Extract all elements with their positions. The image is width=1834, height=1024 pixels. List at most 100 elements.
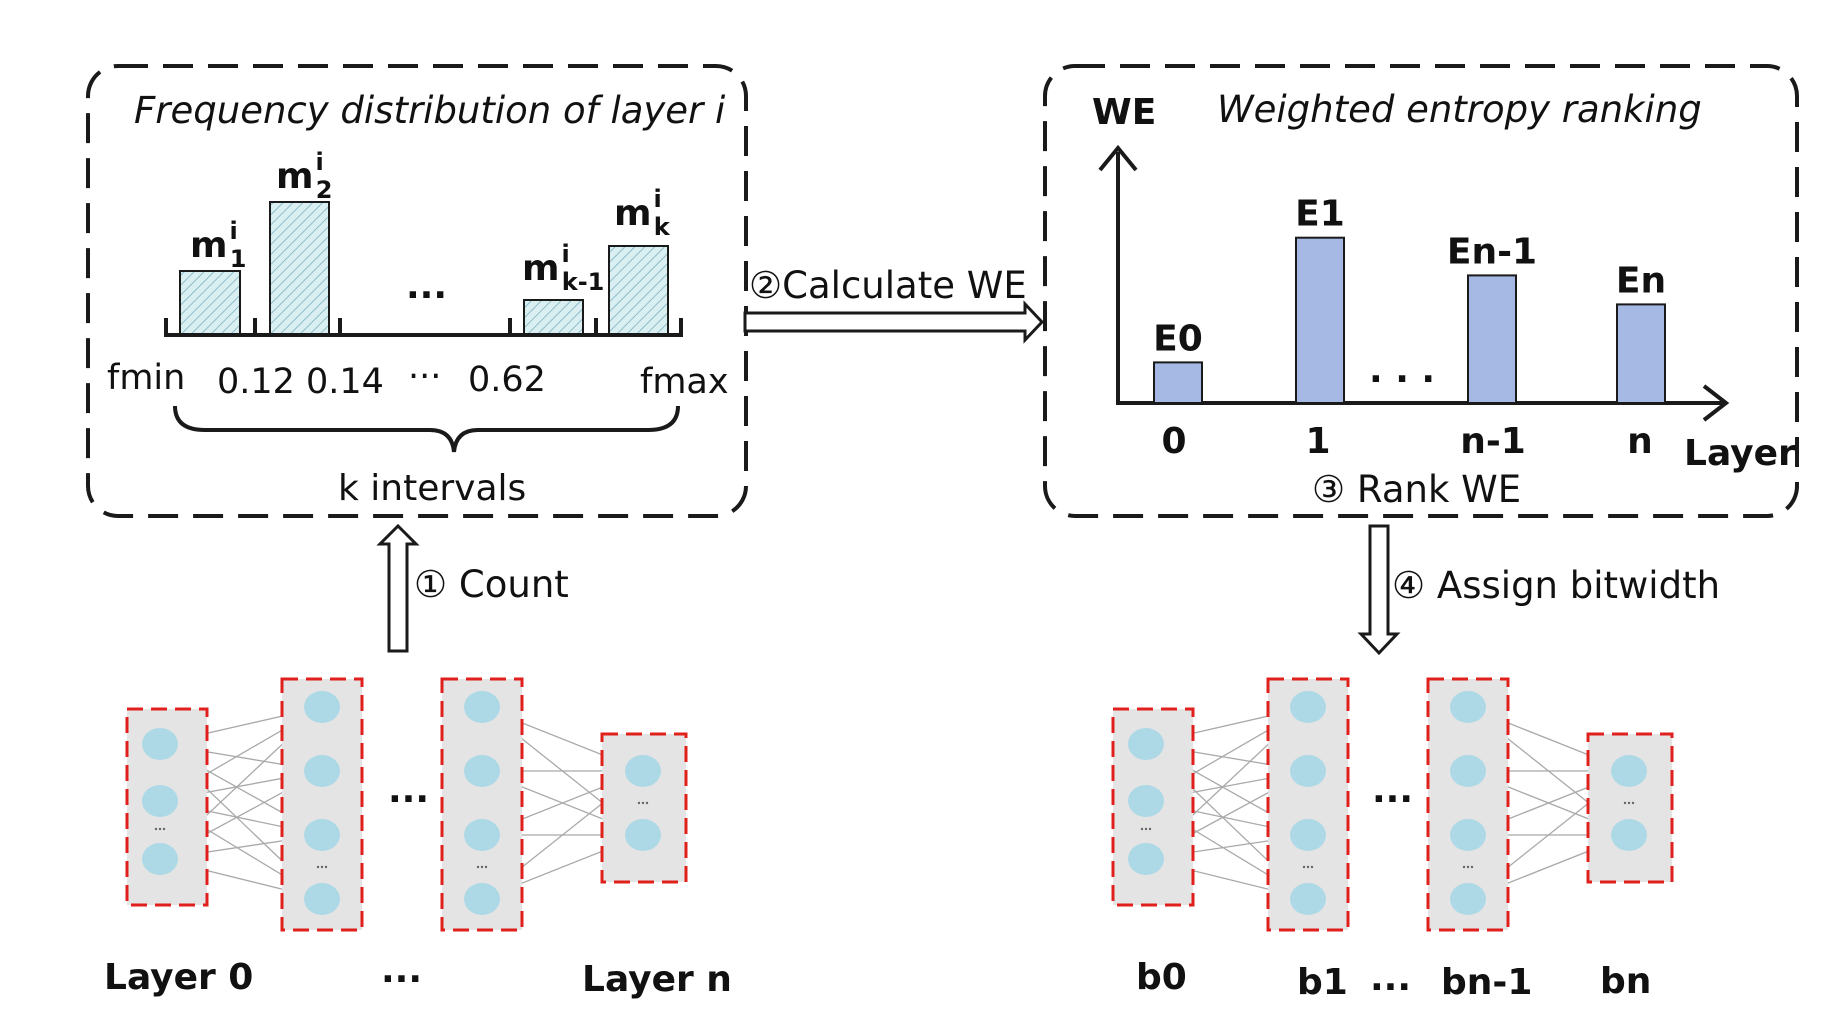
right-network-neuron — [1611, 819, 1647, 851]
histogram-gap-dots: ... — [406, 266, 447, 307]
left-network-layer-2 — [440, 677, 524, 932]
x-axis-label-layer: Layer — [1684, 433, 1796, 474]
left-network-neuron — [142, 843, 178, 875]
x-axis-tick-n-1: n-1 — [1460, 421, 1526, 462]
axis-label-dots: ... — [408, 347, 441, 387]
left-network-neuron-ellipsis — [320, 865, 324, 869]
right-network-neuron — [1290, 691, 1326, 723]
label-bn-1: bn-1 — [1441, 962, 1532, 1003]
label-b0: b0 — [1136, 957, 1187, 998]
x-axis-tick-n: n — [1627, 421, 1653, 462]
left-network-neuron — [464, 883, 500, 915]
axis-label-0-12: 0.12 — [217, 362, 295, 402]
entropy-bar-1 — [1295, 236, 1345, 404]
histogram-bar-label-m2: mi 2 — [276, 148, 332, 204]
right-network-neuron — [1128, 728, 1164, 760]
calculate-we-arrow: ②Calculate WE — [743, 264, 1045, 344]
weighted-entropy-panel: WE Weighted entropy ranking E0 0 E1 1 En-1 n-… — [1043, 64, 1799, 518]
left-network-neuron-ellipsis — [324, 865, 328, 869]
left-network-neuron-ellipsis — [158, 827, 162, 831]
left-network-neuron-ellipsis — [637, 801, 641, 805]
left-network — [125, 677, 688, 932]
frequency-panel-border — [86, 64, 748, 518]
histogram-bar-m1 — [179, 270, 241, 336]
left-network-neuron — [304, 691, 340, 723]
histogram-bar-label-mk-1: mi k-1 — [522, 240, 604, 296]
left-network-layer-1 — [280, 677, 364, 932]
assign-bitwidth-label: ④ Assign bitwidth — [1392, 564, 1720, 607]
right-network-neuron-ellipsis — [1470, 865, 1474, 869]
axis-label-fmax: fmax — [640, 362, 729, 402]
right-network — [1111, 677, 1674, 932]
y-axis-label-we: WE — [1092, 92, 1156, 133]
calculate-we-label: ②Calculate WE — [749, 264, 1027, 307]
right-network-neuron — [1128, 843, 1164, 875]
count-arrow-shape — [376, 523, 420, 653]
rank-we-label: ③ Rank WE — [1312, 468, 1521, 511]
right-network-gap-dots: ... — [1372, 770, 1413, 811]
left-network-layer-3 — [600, 732, 688, 884]
right-network-neuron-ellipsis — [1631, 801, 1635, 805]
entropy-bar-label-1: E1 — [1295, 194, 1345, 235]
left-network-neuron — [464, 819, 500, 851]
left-network-neuron — [142, 728, 178, 760]
left-network-neuron-ellipsis — [641, 801, 645, 805]
right-network-neuron-ellipsis — [1144, 827, 1148, 831]
x-axis-tick-0: 0 — [1161, 421, 1186, 462]
entropy-bar-0 — [1153, 361, 1203, 404]
left-network-neuron-ellipsis — [484, 865, 488, 869]
right-network-neuron — [1450, 883, 1486, 915]
left-network-layer-0 — [125, 707, 209, 907]
left-network-gap-dots: ... — [388, 770, 429, 811]
axis-label-fmin: fmin — [107, 358, 185, 398]
left-network-neuron — [304, 755, 340, 787]
right-network-neuron-ellipsis — [1310, 865, 1314, 869]
label-layer-n: Layer n — [582, 959, 732, 1000]
left-network-neuron — [625, 819, 661, 851]
right-network-neuron-ellipsis — [1306, 865, 1310, 869]
axis-label-0-62: 0.62 — [468, 360, 546, 400]
right-network-neuron — [1128, 785, 1164, 817]
label-bn: bn — [1600, 961, 1651, 1002]
x-axis-tick-1: 1 — [1305, 421, 1330, 462]
right-network-layer-2 — [1426, 677, 1510, 932]
left-network-neuron-ellipsis — [316, 865, 320, 869]
left-network-neuron-ellipsis — [162, 827, 166, 831]
frequency-panel-title: Frequency distribution of layer i — [134, 89, 726, 132]
right-network-neuron — [1450, 755, 1486, 787]
right-network-neuron — [1450, 691, 1486, 723]
right-network-neuron-ellipsis — [1623, 801, 1627, 805]
histogram-bar-mk — [608, 245, 669, 336]
left-network-neuron — [304, 883, 340, 915]
calculate-we-arrow-shape — [743, 300, 1045, 344]
left-network-neuron — [304, 819, 340, 851]
right-network-neuron — [1290, 819, 1326, 851]
count-label: ① Count — [414, 563, 569, 606]
right-network-neuron — [1611, 755, 1647, 787]
k-intervals-label: k intervals — [338, 468, 526, 509]
histogram-bar-m2 — [269, 201, 330, 336]
left-network-neuron-ellipsis — [476, 865, 480, 869]
right-network-neuron — [1290, 883, 1326, 915]
left-network-neuron — [464, 691, 500, 723]
interval-brace — [173, 405, 680, 453]
entropy-panel-title: Weighted entropy ranking — [1217, 88, 1702, 131]
label-right-dots: ... — [1370, 958, 1411, 999]
histogram-bar-label-mk: mi k — [614, 185, 671, 241]
entropy-gap-dots: . . . — [1369, 350, 1435, 391]
entropy-bar-n — [1616, 303, 1666, 404]
right-network-neuron-ellipsis — [1148, 827, 1152, 831]
count-arrow: ① Count — [376, 523, 569, 653]
right-network-layer-1 — [1266, 677, 1350, 932]
right-network-neuron — [1290, 755, 1326, 787]
histogram-bar-mk-1 — [523, 299, 584, 336]
right-network-neuron-ellipsis — [1627, 801, 1631, 805]
entropy-bar-label-0: E0 — [1153, 318, 1203, 359]
entropy-bar-label-n: En — [1616, 260, 1666, 301]
right-network-layer-3 — [1586, 732, 1674, 884]
frequency-distribution-panel: Frequency distribution of layer i mi 1 mi… — [86, 64, 748, 518]
entropy-x-axis-arrow — [1702, 384, 1730, 422]
left-network-neuron-ellipsis — [645, 801, 649, 805]
right-network-neuron-ellipsis — [1140, 827, 1144, 831]
